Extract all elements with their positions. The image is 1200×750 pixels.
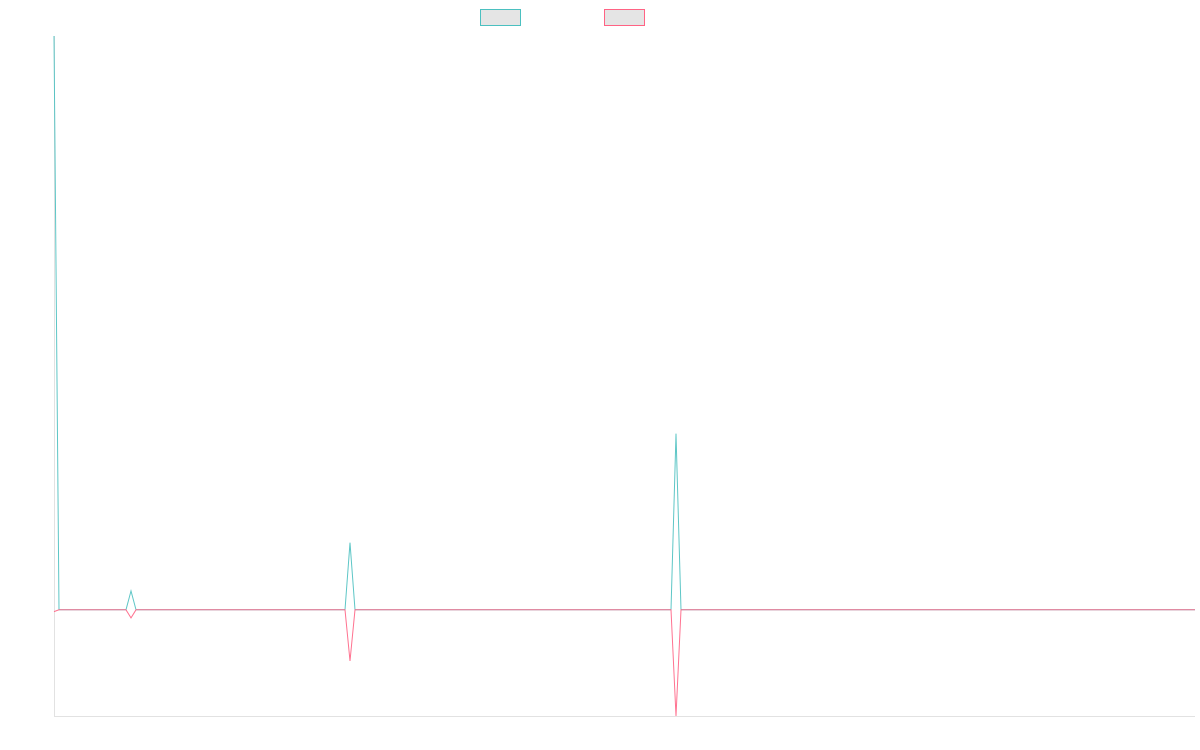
series-group: [53, 35, 1195, 717]
legend: [480, 9, 645, 26]
legend-swatch-0[interactable]: [480, 9, 521, 26]
series-line-1: [53, 609, 1195, 717]
legend-swatch-1[interactable]: [604, 9, 645, 26]
series-line-0: [53, 35, 1195, 611]
